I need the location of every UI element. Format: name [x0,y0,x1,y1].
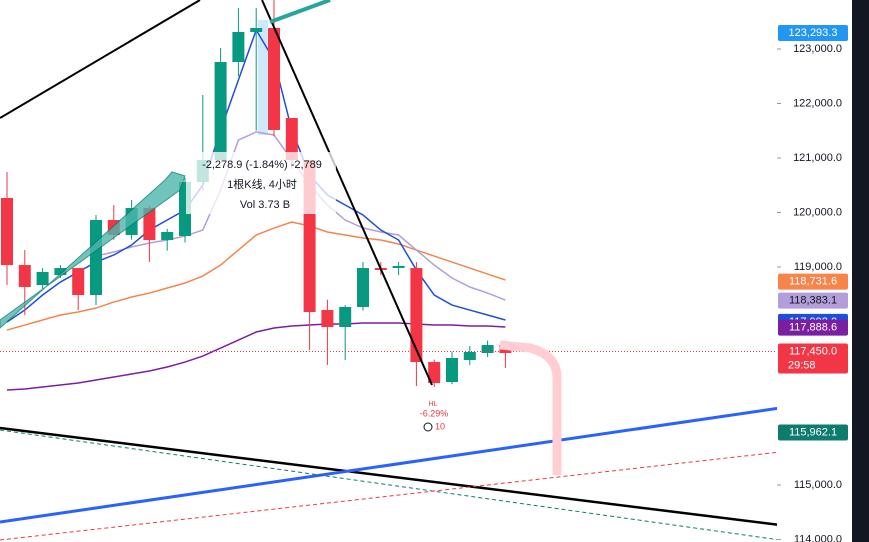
low-label: HL [429,401,438,408]
trend-line [0,426,781,527]
y-tick-label: 121,000.0 [793,152,842,164]
tooltip-box [186,152,336,214]
candle-body [214,62,227,161]
candle-body [446,358,458,383]
tooltip-bars: 1根K线, 4小时 [227,177,297,191]
price-axis [777,0,852,542]
y-tick-label: 119,000.0 [794,261,842,273]
trend-line [261,0,433,386]
low-change: -6.29% [420,408,449,418]
price-tag-label: 118,731.6 [789,276,837,288]
y-tick-label: 114,000.0 [794,533,842,542]
price-tag-label: 117,888.6 [789,321,837,333]
channel-line [269,0,331,24]
candle-body [143,208,156,241]
price-tag [778,25,848,42]
price-tag-label: 115,962.1 [789,426,837,438]
price-tag [778,424,848,441]
candle-body [90,220,102,296]
candle-body [1,197,13,266]
trend-line [0,0,201,119]
y-tick-label: 115,000.0 [794,479,842,491]
low-count: 10 [435,421,445,431]
channel [0,171,186,329]
highlight-range [258,20,268,135]
tooltip-volume: Vol 3.73 B [240,199,290,211]
price-tag-label: 117,450.0 [789,345,837,357]
y-tick-label: 122,000.0 [793,97,842,109]
price-tag [778,273,848,290]
candle-body [54,268,67,276]
candle-body [72,268,85,296]
clock-icon [423,422,433,432]
candle-body [321,309,334,327]
price-axis-labels: 114,000.0 115,000.0 119,000.0 120,000.0 121,… [777,25,848,542]
candle-body [250,28,263,32]
y-tick-label: 120,000.0 [793,206,842,218]
candle-body [339,306,352,327]
candle-body [392,266,405,269]
trend-line [0,406,781,524]
candle-body [36,272,49,286]
candle-body [357,268,369,307]
tooltip-change: -2,278.9 (-1.84%) -2,789 [202,159,322,171]
candle-body [481,345,494,353]
candle-body [232,31,245,63]
y-tick-label: 123,000.0 [793,43,842,55]
countdown: 29:58 [788,359,816,371]
price-tag [778,319,848,336]
candle-body [18,265,31,287]
candle-body [428,362,441,384]
candle-body [285,117,298,161]
candle-body [410,268,423,363]
price-tag [778,343,848,374]
scrollbar [852,0,869,542]
candle-body [463,352,476,361]
price-tag-label: 118,383.1 [789,295,837,307]
projection-path [499,340,562,475]
price-tag [778,292,848,309]
moving-average [6,221,506,331]
price-tag-label: 123,293.3 [789,27,838,39]
dashed-line [0,451,781,541]
candle-body [268,28,280,130]
candle-body [161,232,174,241]
dashed-line [0,429,781,541]
